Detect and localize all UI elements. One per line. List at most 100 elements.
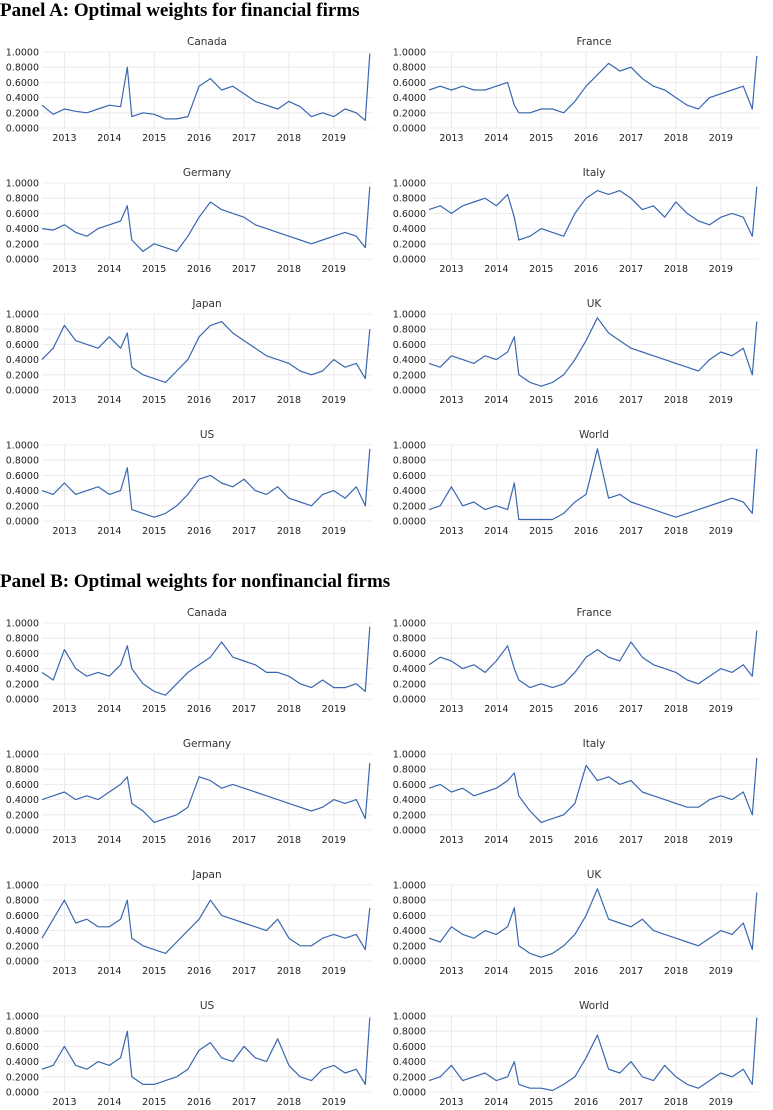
nonfin-italy-title: Italy bbox=[583, 738, 606, 750]
x-tick-label: 2013 bbox=[52, 966, 76, 977]
y-tick-label: 0.0000 bbox=[6, 1088, 39, 1099]
y-tick-label: 0.0000 bbox=[393, 957, 426, 968]
x-tick-label: 2014 bbox=[97, 704, 121, 715]
y-tick-label: 0.8000 bbox=[6, 63, 39, 74]
nonfin-france-chart: France 0.0000 0.2000 0.4000 0.6000 0.8000 1.00… bbox=[393, 607, 759, 715]
nonfin-germany-chart: Germany 0.0000 0.2000 0.4000 0.6000 0.8000 1.0… bbox=[6, 738, 372, 846]
x-tick-label: 2014 bbox=[97, 966, 121, 977]
y-tick-label: 1.0000 bbox=[6, 881, 39, 892]
x-tick-label: 2017 bbox=[232, 835, 256, 846]
x-tick-label: 2015 bbox=[142, 264, 166, 275]
x-tick-label: 2019 bbox=[709, 264, 733, 275]
nonfin-uk-chart: UK 0.0000 0.2000 0.4000 0.6000 0.8000 1.0000 20… bbox=[393, 869, 759, 977]
x-tick-label: 2016 bbox=[187, 704, 211, 715]
y-tick-label: 0.0000 bbox=[6, 826, 39, 837]
nonfin-us-series-line bbox=[41, 1017, 371, 1085]
x-tick-label: 2019 bbox=[709, 395, 733, 406]
y-tick-label: 0.2000 bbox=[6, 108, 39, 119]
x-tick-label: 2013 bbox=[439, 704, 463, 715]
x-tick-label: 2018 bbox=[664, 704, 688, 715]
x-tick-label: 2018 bbox=[277, 395, 301, 406]
x-tick-label: 2013 bbox=[52, 835, 76, 846]
y-tick-label: 0.2000 bbox=[393, 810, 426, 821]
y-tick-label: 0.2000 bbox=[393, 108, 426, 119]
x-tick-label: 2013 bbox=[52, 526, 76, 537]
y-tick-label: 1.0000 bbox=[6, 1012, 39, 1023]
x-tick-label: 2018 bbox=[277, 704, 301, 715]
x-tick-label: 2019 bbox=[322, 966, 346, 977]
fin-world-title: World bbox=[579, 429, 609, 441]
x-tick-label: 2017 bbox=[232, 526, 256, 537]
nonfin-us-chart: US 0.0000 0.2000 0.4000 0.6000 0.8000 1.0000 20… bbox=[6, 1000, 372, 1108]
x-tick-label: 2014 bbox=[97, 264, 121, 275]
y-tick-label: 0.0000 bbox=[6, 255, 39, 266]
x-tick-label: 2017 bbox=[619, 526, 643, 537]
x-tick-label: 2016 bbox=[574, 395, 598, 406]
fin-japan-title: Japan bbox=[191, 298, 221, 310]
nonfin-japan-title: Japan bbox=[191, 869, 221, 881]
x-tick-label: 2013 bbox=[439, 264, 463, 275]
panel-b-title: Panel B: Optimal weights for nonfinancia… bbox=[0, 571, 391, 592]
x-tick-label: 2018 bbox=[277, 966, 301, 977]
x-tick-label: 2014 bbox=[484, 835, 508, 846]
y-tick-label: 0.2000 bbox=[393, 239, 426, 250]
x-tick-label: 2014 bbox=[484, 704, 508, 715]
x-tick-label: 2019 bbox=[709, 704, 733, 715]
y-tick-label: 1.0000 bbox=[393, 48, 426, 59]
x-tick-label: 2018 bbox=[664, 835, 688, 846]
nonfin-canada-title: Canada bbox=[187, 607, 227, 619]
y-tick-label: 0.2000 bbox=[6, 501, 39, 512]
y-tick-label: 0.6000 bbox=[6, 649, 39, 660]
x-tick-label: 2015 bbox=[529, 395, 553, 406]
y-tick-label: 0.4000 bbox=[393, 224, 426, 235]
x-tick-label: 2015 bbox=[142, 835, 166, 846]
x-tick-label: 2015 bbox=[529, 264, 553, 275]
x-tick-label: 2019 bbox=[709, 1097, 733, 1108]
y-tick-label: 1.0000 bbox=[6, 750, 39, 761]
x-tick-label: 2016 bbox=[187, 1097, 211, 1108]
y-tick-label: 0.8000 bbox=[393, 63, 426, 74]
y-tick-label: 0.8000 bbox=[393, 325, 426, 336]
x-tick-label: 2017 bbox=[232, 1097, 256, 1108]
x-tick-label: 2018 bbox=[277, 1097, 301, 1108]
fin-us-chart: US 0.0000 0.2000 0.4000 0.6000 0.8000 1.0000 20… bbox=[6, 429, 372, 537]
x-tick-label: 2014 bbox=[484, 966, 508, 977]
y-tick-label: 0.6000 bbox=[393, 780, 426, 791]
x-tick-label: 2019 bbox=[322, 133, 346, 144]
y-tick-label: 0.6000 bbox=[6, 209, 39, 220]
fin-france-series-line bbox=[428, 55, 758, 114]
y-tick-label: 0.4000 bbox=[393, 355, 426, 366]
fin-uk-title: UK bbox=[587, 298, 603, 310]
y-tick-label: 0.0000 bbox=[6, 386, 39, 397]
y-tick-label: 0.4000 bbox=[6, 486, 39, 497]
x-tick-label: 2019 bbox=[709, 835, 733, 846]
x-tick-label: 2014 bbox=[484, 526, 508, 537]
nonfin-world-chart: World 0.0000 0.2000 0.4000 0.6000 0.8000 1.000… bbox=[393, 1000, 759, 1108]
y-tick-label: 1.0000 bbox=[393, 750, 426, 761]
y-tick-label: 0.4000 bbox=[6, 355, 39, 366]
fin-italy-chart: Italy 0.0000 0.2000 0.4000 0.6000 0.8000 1.000… bbox=[393, 167, 759, 275]
x-tick-label: 2016 bbox=[574, 704, 598, 715]
fin-japan-series-line bbox=[41, 321, 371, 383]
y-tick-label: 0.4000 bbox=[393, 93, 426, 104]
y-tick-label: 0.6000 bbox=[393, 911, 426, 922]
fin-world-chart: World 0.0000 0.2000 0.4000 0.6000 0.8000 1.000… bbox=[393, 429, 759, 537]
x-tick-label: 2019 bbox=[322, 264, 346, 275]
x-tick-label: 2014 bbox=[97, 526, 121, 537]
y-tick-label: 0.0000 bbox=[393, 695, 426, 706]
x-tick-label: 2016 bbox=[574, 526, 598, 537]
y-tick-label: 0.2000 bbox=[393, 679, 426, 690]
x-tick-label: 2014 bbox=[484, 133, 508, 144]
y-tick-label: 0.8000 bbox=[6, 456, 39, 467]
y-tick-label: 0.2000 bbox=[393, 941, 426, 952]
nonfin-us-title: US bbox=[200, 1000, 215, 1012]
panel-a-title: Panel A: Optimal weights for financial f… bbox=[0, 0, 360, 21]
x-tick-label: 2019 bbox=[322, 1097, 346, 1108]
y-tick-label: 0.2000 bbox=[6, 370, 39, 381]
nonfin-canada-chart: Canada 0.0000 0.2000 0.4000 0.6000 0.8000 1.00… bbox=[6, 607, 372, 715]
x-tick-label: 2017 bbox=[619, 133, 643, 144]
y-tick-label: 0.2000 bbox=[393, 501, 426, 512]
x-tick-label: 2013 bbox=[52, 133, 76, 144]
nonfin-canada-series-line bbox=[41, 626, 371, 696]
x-tick-label: 2018 bbox=[277, 264, 301, 275]
